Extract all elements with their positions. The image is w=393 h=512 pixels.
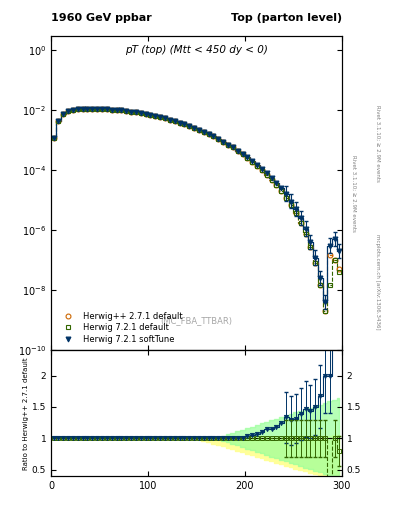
Text: (MC_FBA_TTBAR): (MC_FBA_TTBAR)	[160, 316, 233, 325]
Herwig 7.2.1 softTune	[153, 113, 158, 119]
Herwig 7.2.1 default	[148, 112, 153, 118]
Herwig 7.2.1 default	[129, 109, 134, 115]
Line: Herwig 7.2.1 default: Herwig 7.2.1 default	[51, 106, 342, 314]
Text: pT (top) (Mtt < 450 dy < 0): pT (top) (Mtt < 450 dy < 0)	[125, 45, 268, 55]
Herwig 7.2.1 softTune	[85, 105, 90, 112]
Herwig 7.2.1 softTune	[323, 299, 327, 305]
Herwig 7.2.1 default	[337, 269, 342, 275]
Herwig++ 2.7.1 default	[148, 112, 153, 118]
Text: mcplots.cern.ch [arXiv:1306.3436]: mcplots.cern.ch [arXiv:1306.3436]	[375, 234, 380, 329]
Y-axis label: Rivet 3.1.10; ≥ 2.9M events: Rivet 3.1.10; ≥ 2.9M events	[351, 155, 356, 231]
Herwig 7.2.1 softTune	[105, 106, 109, 112]
Herwig 7.2.1 softTune	[337, 248, 342, 254]
Text: 1960 GeV ppbar: 1960 GeV ppbar	[51, 13, 152, 23]
Herwig++ 2.7.1 default	[105, 106, 109, 112]
Y-axis label: Ratio to Herwig++ 2.7.1 default: Ratio to Herwig++ 2.7.1 default	[23, 357, 29, 470]
Herwig++ 2.7.1 default	[323, 308, 327, 314]
Herwig 7.2.1 default	[138, 110, 143, 116]
Herwig 7.2.1 default	[105, 106, 109, 112]
Herwig 7.2.1 default	[235, 147, 240, 154]
Herwig 7.2.1 default	[85, 105, 90, 112]
Herwig++ 2.7.1 default	[337, 266, 342, 272]
Line: Herwig 7.2.1 softTune: Herwig 7.2.1 softTune	[51, 106, 342, 305]
Text: Rivet 3.1.10; ≥ 2.9M events: Rivet 3.1.10; ≥ 2.9M events	[375, 105, 380, 182]
Herwig 7.2.1 softTune	[138, 110, 143, 116]
Herwig++ 2.7.1 default	[153, 113, 158, 119]
Herwig 7.2.1 softTune	[129, 109, 134, 115]
Herwig 7.2.1 default	[323, 308, 327, 314]
Herwig 7.2.1 softTune	[51, 135, 56, 141]
Herwig++ 2.7.1 default	[138, 110, 143, 116]
Herwig 7.2.1 softTune	[235, 147, 240, 154]
Herwig++ 2.7.1 default	[129, 109, 134, 115]
Legend: Herwig++ 2.7.1 default, Herwig 7.2.1 default, Herwig 7.2.1 softTune: Herwig++ 2.7.1 default, Herwig 7.2.1 def…	[55, 309, 185, 346]
Herwig++ 2.7.1 default	[51, 135, 56, 141]
Line: Herwig++ 2.7.1 default: Herwig++ 2.7.1 default	[51, 106, 342, 314]
Text: Top (parton level): Top (parton level)	[231, 13, 342, 23]
Herwig++ 2.7.1 default	[85, 105, 90, 112]
Herwig 7.2.1 softTune	[148, 112, 153, 118]
Herwig 7.2.1 default	[153, 113, 158, 119]
Herwig 7.2.1 default	[51, 135, 56, 141]
Herwig++ 2.7.1 default	[235, 147, 240, 154]
